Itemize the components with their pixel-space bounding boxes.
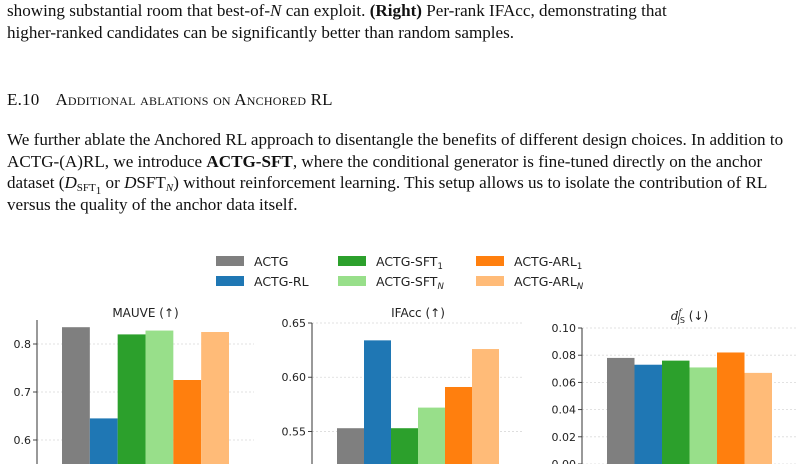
math-text: SFT [136, 173, 166, 192]
bar [744, 372, 772, 464]
bar [391, 428, 418, 464]
legend-swatch [216, 256, 244, 266]
legend-swatch [338, 276, 366, 286]
bar [418, 407, 445, 464]
caption-text: can exploit. [281, 1, 370, 20]
legend-label: ACTG-ARLN [514, 274, 584, 292]
body-paragraph: We further ablate the Anchored RL approa… [7, 129, 804, 215]
bar [337, 428, 364, 464]
caption-right-label: (Right) [369, 1, 422, 20]
math-sub: N [165, 182, 174, 194]
caption-text: showing substantial room that best-of- [7, 1, 271, 20]
body-text: We further ablate the Anchored RL approa… [7, 130, 784, 171]
bar [364, 340, 391, 464]
bar [62, 327, 90, 464]
y-tick-label: 0.00 [552, 458, 577, 464]
y-tick-label: 0.6 [14, 434, 32, 447]
body-text: , where the conditional generator is fin… [7, 151, 763, 193]
y-tick-label: 0.55 [282, 425, 307, 438]
caption-var: N [270, 1, 282, 20]
legend-item: ACTG-RL [216, 274, 309, 289]
legend-swatch [476, 256, 504, 266]
legend-item: ACTG-SFT1 [338, 254, 443, 272]
legend-label: ACTG-SFT1 [376, 254, 443, 272]
chart-title: MAUVE (↑) [112, 306, 178, 320]
bar [173, 380, 202, 464]
bar [689, 367, 717, 464]
y-tick-label: 0.8 [14, 338, 32, 351]
legend-label: ACTG-RL [254, 274, 309, 289]
chart-title: IFAcc (↑) [391, 306, 445, 320]
body-text: ) without reinforcement learning. This s… [7, 173, 767, 214]
legend: ACTG ACTG-RL ACTG-SFT1 ACTG-SFTN ACTG-ARL1 AC… [216, 254, 584, 292]
legend-item: ACTG-ARL1 [476, 254, 582, 272]
bar [634, 364, 662, 464]
body-text: or [101, 173, 125, 192]
body-bold-term: ACTG-SFT [206, 151, 293, 171]
legend-item: ACTG-ARLN [476, 274, 584, 292]
section-heading: E.10 Additional ablations on Anchored RL [7, 90, 333, 110]
bar [607, 357, 635, 464]
bar [201, 332, 229, 464]
y-tick-label: 0.10 [552, 322, 577, 335]
y-tick-label: 0.06 [552, 376, 577, 389]
y-tick-label: 0.04 [552, 404, 577, 417]
bar [145, 330, 174, 464]
y-tick-label: 0.02 [552, 431, 577, 444]
math-sub: SFT [76, 182, 96, 194]
legend-label: ACTG [254, 254, 288, 269]
math-subsub: 1 [95, 185, 102, 197]
chart-title: df JS (↓) [671, 308, 708, 325]
legend-swatch [338, 256, 366, 266]
section-number: E.10 [7, 90, 40, 109]
chart-panel: 0.6 0.7 0.8 MAUVE (↑) [14, 306, 254, 464]
chart-panel: 0.55 0.60 0.65 IFAcc (↑) [282, 306, 524, 464]
math-D: D [64, 173, 77, 192]
caption-text: higher-ranked candidates can be signific… [7, 22, 515, 42]
legend-item: ACTG [216, 254, 288, 269]
y-tick-label: 0.60 [282, 371, 307, 384]
section-title: Additional ablations on Anchored RL [55, 90, 333, 109]
bar [717, 352, 745, 464]
legend-label: ACTG-ARL1 [514, 254, 582, 272]
y-tick-label: 0.65 [282, 317, 307, 330]
figure-caption-tail: showing substantial room that best-of-N … [7, 0, 804, 43]
bar [472, 349, 499, 464]
math-D: D [124, 173, 137, 192]
y-tick-label: 0.7 [14, 386, 32, 399]
legend-item: ACTG-SFTN [338, 274, 444, 292]
legend-label: ACTG-SFTN [376, 274, 444, 292]
bar [445, 386, 472, 464]
bar [89, 418, 118, 464]
bar [662, 360, 690, 464]
legend-swatch [476, 276, 504, 286]
ablation-figure: ACTG ACTG-RL ACTG-SFT1 ACTG-SFTN ACTG-ARL1 AC… [14, 254, 797, 464]
legend-swatch [216, 276, 244, 286]
y-tick-label: 0.08 [552, 349, 577, 362]
caption-text: Per-rank IFAcc, demonstrating that [421, 1, 667, 20]
bar [117, 334, 146, 464]
